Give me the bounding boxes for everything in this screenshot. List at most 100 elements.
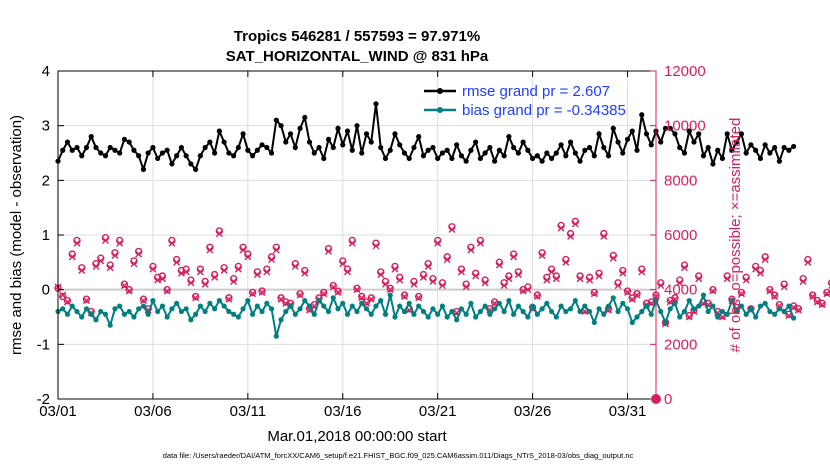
bias-point <box>643 303 650 309</box>
obs-assimilated-marker <box>538 252 546 259</box>
bias-point <box>188 317 194 323</box>
legend: rmse grand pr = 2.607 bias grand pr = -0… <box>424 83 626 119</box>
rmse-point <box>439 150 446 156</box>
obs-assimilated-marker <box>120 282 128 290</box>
rmse-point <box>268 150 275 156</box>
rmse-point <box>392 131 398 137</box>
rmse-point <box>311 150 317 156</box>
rmse-point <box>634 147 640 153</box>
obs-assimilated-marker <box>415 294 423 302</box>
bias-point <box>544 300 550 306</box>
obs-assimilated-marker <box>680 264 688 272</box>
bias-point <box>226 308 232 315</box>
obs-assimilated-marker <box>438 282 446 290</box>
bias-point <box>93 317 99 323</box>
bias-point <box>136 306 142 312</box>
obs-assimilated-marker <box>116 239 124 247</box>
obs-assimilated-marker <box>125 287 133 295</box>
bias-point <box>178 308 184 315</box>
bias-point <box>79 314 85 320</box>
rmse-point <box>197 153 203 159</box>
rmse-point <box>511 144 517 151</box>
y-right-tick-label: 8000 <box>664 172 697 189</box>
rmse-point <box>463 158 469 164</box>
rmse-point <box>188 161 194 167</box>
obs-assimilated-marker <box>187 279 195 287</box>
obs-assimilated-marker <box>192 294 200 302</box>
obs-assimilated-marker <box>666 298 674 306</box>
bias-point <box>259 308 265 315</box>
obs-assimilated-marker <box>230 277 238 285</box>
bias-point <box>145 311 151 317</box>
obs-possible-marker <box>358 292 366 301</box>
rmse-point <box>306 139 313 145</box>
obs-assimilated-marker <box>595 272 603 280</box>
obs-assimilated-marker <box>472 272 480 280</box>
bias-point <box>297 306 303 312</box>
x-tick-label: 03/16 <box>324 403 362 420</box>
obs-assimilated-marker <box>211 273 219 281</box>
bias-point <box>719 308 726 315</box>
obs-possible-marker <box>747 305 755 313</box>
rmse-point <box>534 153 540 159</box>
obs-assimilated-marker <box>809 293 817 300</box>
obs-assimilated-marker <box>548 268 556 276</box>
obs-assimilated-marker <box>239 246 247 254</box>
rmse-point <box>349 147 355 153</box>
rmse-point <box>316 144 322 151</box>
bias-point <box>254 303 260 309</box>
bias-point <box>776 306 782 312</box>
bias-point <box>69 303 75 309</box>
obs-possible-marker <box>191 292 200 301</box>
y-left-tick-label: -1 <box>37 336 50 353</box>
rmse-point <box>416 134 422 140</box>
rmse-point <box>420 153 427 159</box>
bias-point <box>231 311 237 317</box>
bias-point <box>748 306 754 312</box>
y-right-tick-label: 2000 <box>664 336 697 353</box>
bias-point <box>610 295 616 301</box>
obs-assimilated-marker <box>249 290 257 298</box>
obs-assimilated-marker <box>78 267 86 275</box>
bias-point <box>335 306 341 312</box>
rmse-point <box>359 150 365 156</box>
bias-point <box>245 298 251 304</box>
bias-point <box>126 308 132 315</box>
rmse-point <box>79 153 85 159</box>
obs-assimilated-marker <box>614 282 622 290</box>
obs-assimilated-marker <box>196 268 204 276</box>
obs-assimilated-marker <box>505 275 513 283</box>
obs-count-layer <box>54 217 830 404</box>
chart-title-line1: Tropics 546281 / 557593 = 97.971% <box>234 28 480 45</box>
obs-assimilated-marker <box>619 269 627 277</box>
rmse-point <box>719 155 726 162</box>
obs-assimilated-marker <box>348 239 356 247</box>
bias-point <box>677 314 683 320</box>
rmse-point <box>354 123 360 129</box>
rmse-point <box>259 142 265 148</box>
bias-point <box>283 308 289 315</box>
legend-bias-label: bias grand pr = -0.34385 <box>462 102 626 119</box>
obs-assimilated-marker <box>671 295 679 303</box>
bias-point <box>772 311 778 317</box>
y-left-tick-label: -2 <box>37 391 50 408</box>
obs-assimilated-marker <box>448 226 456 234</box>
bias-point <box>738 303 745 309</box>
bias-point <box>425 314 431 320</box>
obs-possible-marker <box>120 280 129 288</box>
obs-assimilated-marker <box>68 253 76 261</box>
obs-assimilated-marker <box>182 268 190 276</box>
bias-point <box>715 314 721 320</box>
rmse-point <box>397 142 403 148</box>
bias-point <box>624 306 631 312</box>
bias-point <box>662 319 669 326</box>
obs-assimilated-marker <box>163 287 171 295</box>
bias-point <box>506 298 512 304</box>
rmse-point <box>610 125 616 131</box>
obs-assimilated-marker <box>429 277 437 285</box>
obs-assimilated-marker <box>586 276 594 284</box>
bias-point <box>121 311 128 317</box>
bias-point <box>306 303 313 309</box>
legend-bias-marker <box>437 107 443 113</box>
obs-possible-marker <box>623 287 632 295</box>
